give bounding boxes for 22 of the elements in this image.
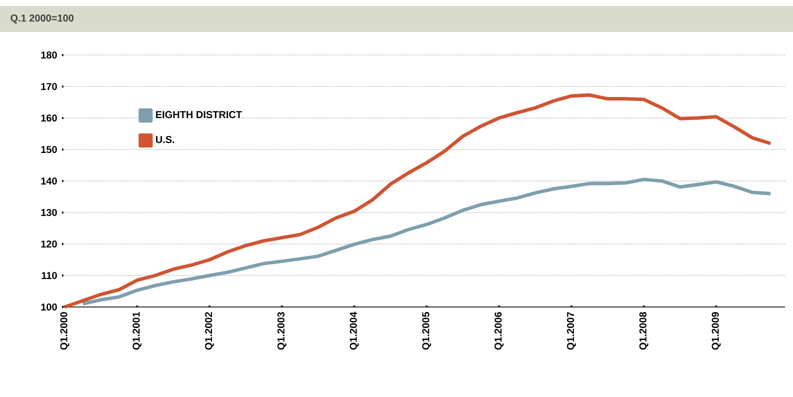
y-tick-label: 100 xyxy=(41,303,57,311)
x-tick-label: Q1.2003 xyxy=(277,312,286,350)
x-tick-label: Q1.2009 xyxy=(712,312,721,350)
y-tick-label: 170 xyxy=(41,82,57,90)
x-tick-label: Q1.2007 xyxy=(566,312,576,350)
chart-title: Q.1 2000=100 xyxy=(10,14,74,24)
x-tick-label: Q1.2008 xyxy=(639,312,648,350)
legend-label: U.S. xyxy=(156,136,174,144)
x-tick-label: Q1.2001 xyxy=(132,312,142,350)
y-tick-label: 160 xyxy=(41,114,57,122)
y-tick-label: 130 xyxy=(41,208,57,216)
x-tick-label: Q1.2002 xyxy=(205,312,214,350)
x-tick-label: Q1.2005 xyxy=(422,312,432,350)
legend-label: EIGHTH DISTRICT xyxy=(156,111,242,118)
y-tick-label: 120 xyxy=(41,240,57,248)
y-tick-label: 180 xyxy=(41,51,57,59)
x-tick-label: Q1.2000 xyxy=(60,312,70,350)
y-tick-label: 150 xyxy=(41,146,57,154)
y-tick-label: 110 xyxy=(42,272,57,280)
y-tick-label: 140 xyxy=(41,177,57,185)
x-tick-label: Q1.2006 xyxy=(494,312,504,350)
x-tick-label: Q1.2004 xyxy=(350,312,359,350)
